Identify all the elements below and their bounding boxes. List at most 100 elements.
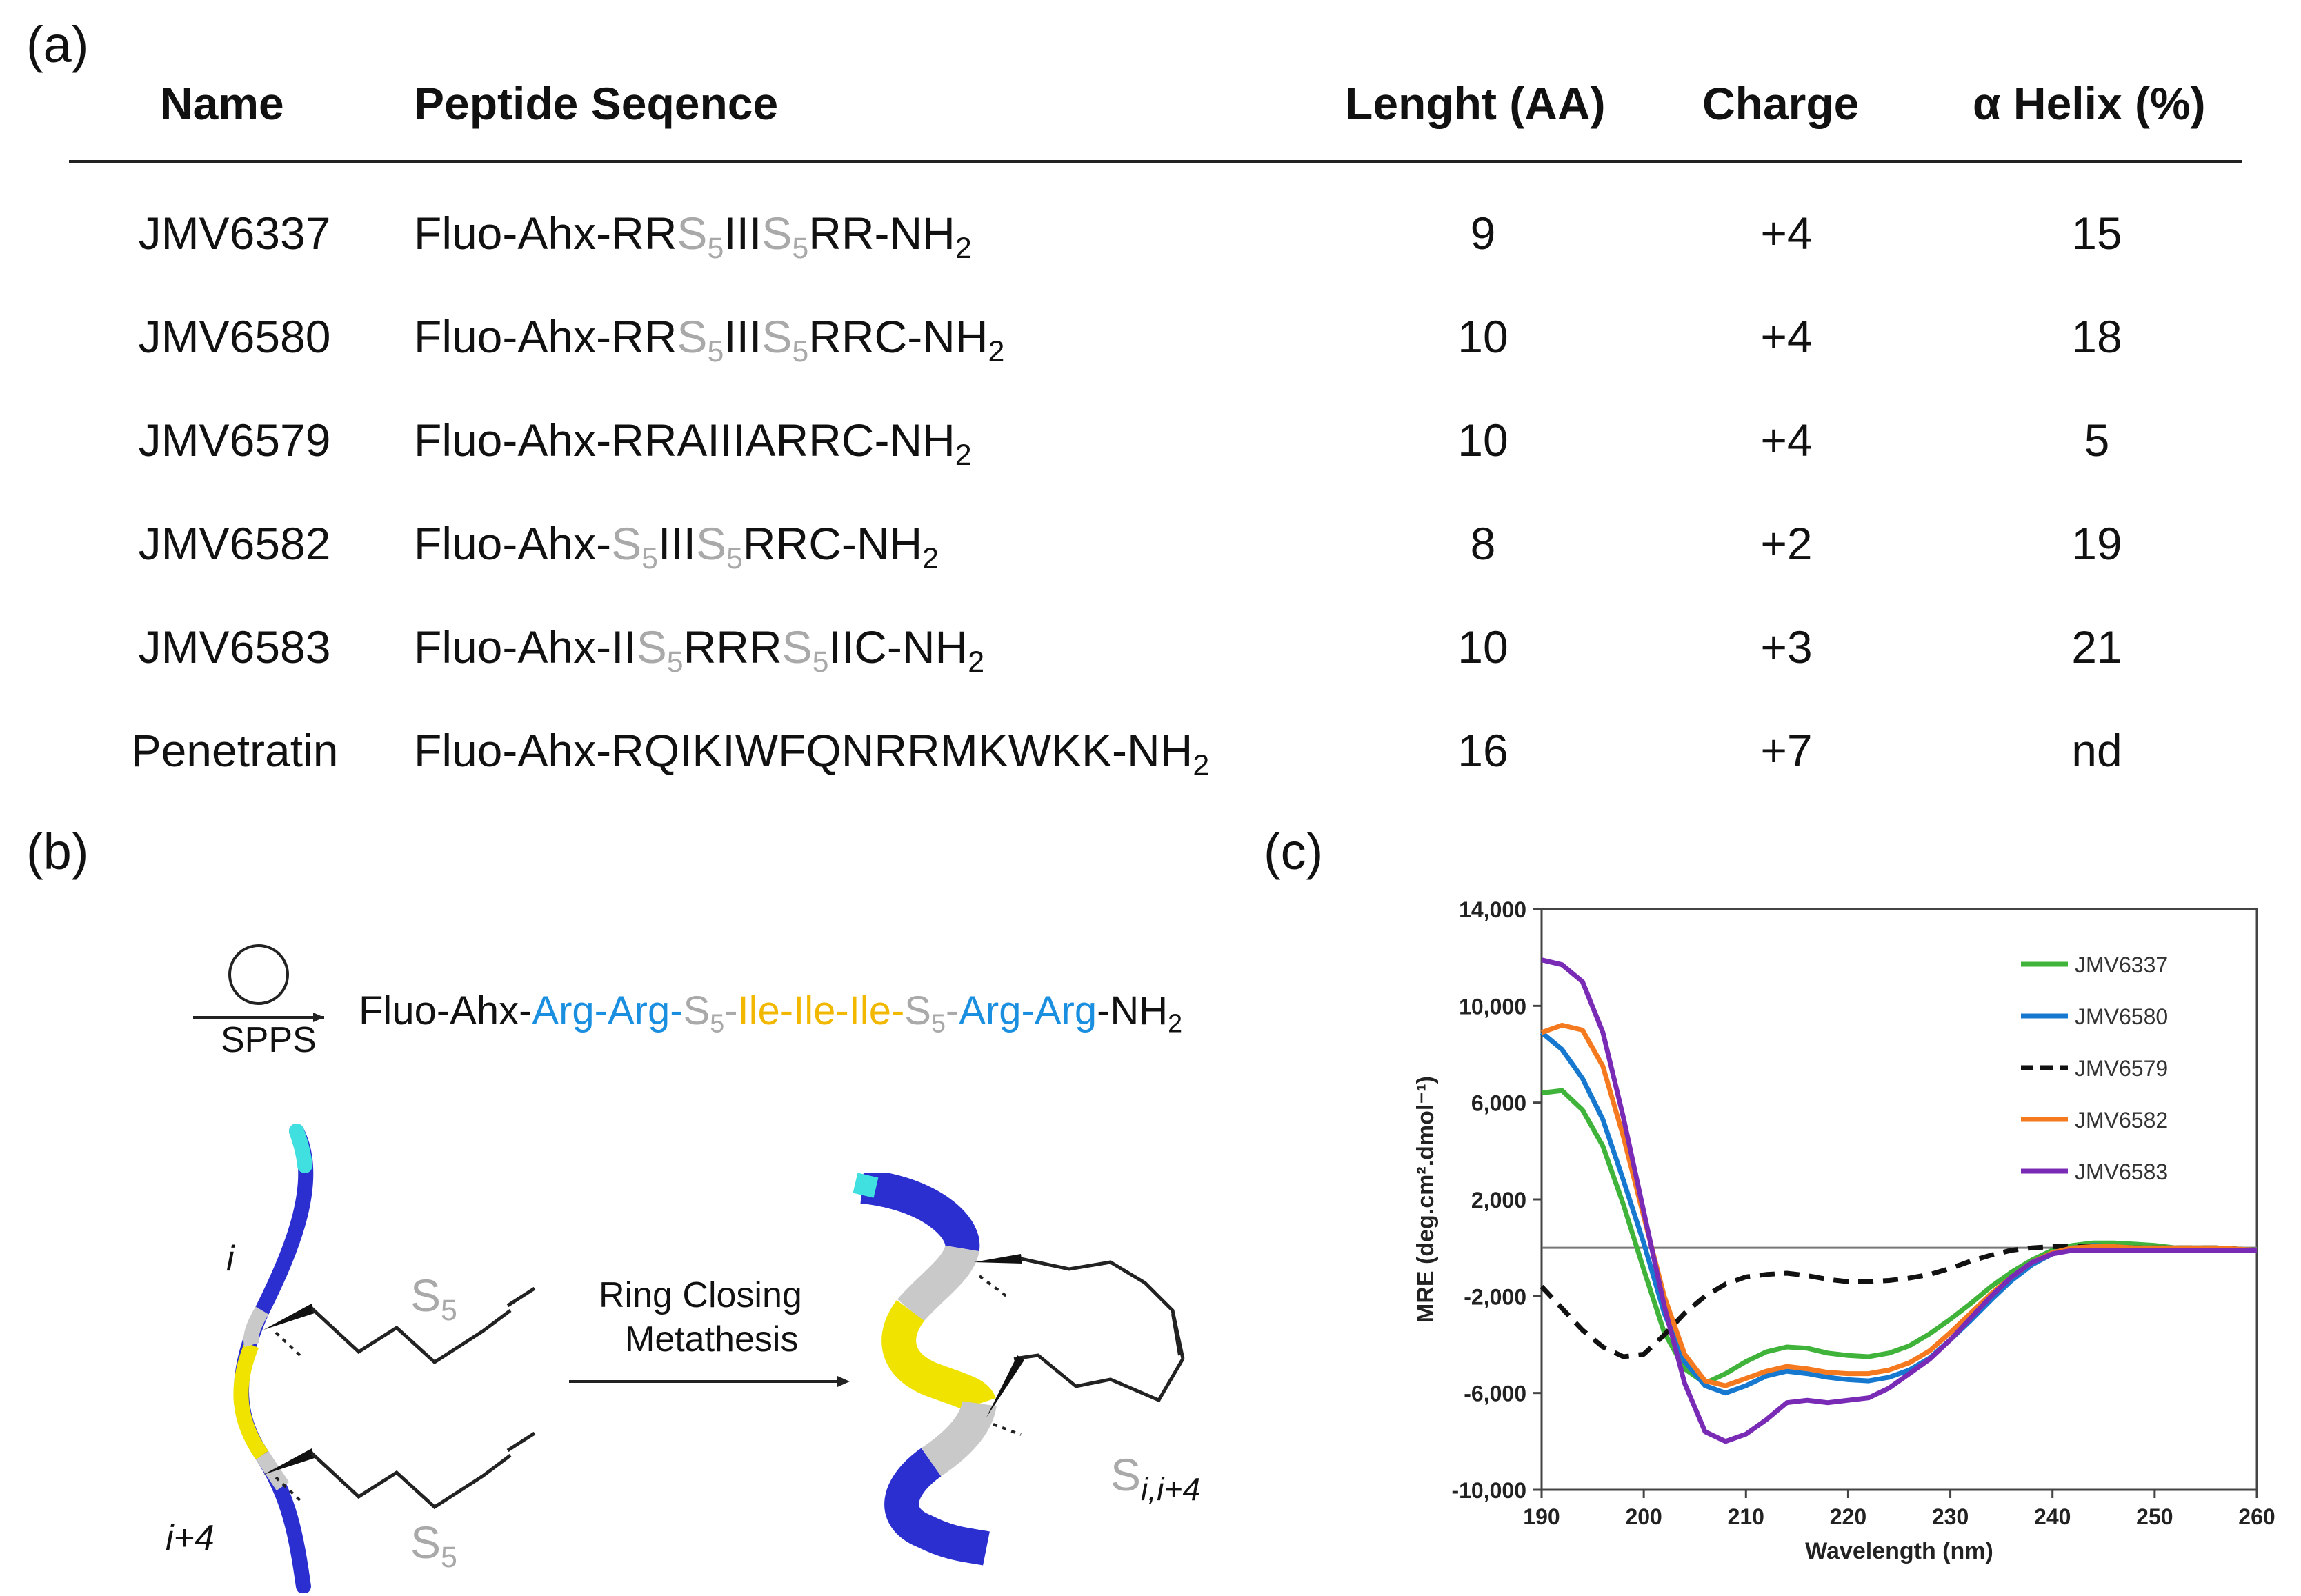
sequence-fragment: S [761,208,793,259]
y-tick-label: 10,000 [1459,994,1526,1019]
row-name: JMV6583 [138,621,331,672]
sequence-fragment: 5 [666,645,684,679]
sequence-fragment: 2 [988,335,1005,368]
x-tick-label: 240 [2034,1504,2071,1529]
row-name: Penetratin [130,725,339,776]
sequence-fragment: RRC-NH [808,311,988,362]
sequence-fragment: IIC-NH [828,621,968,672]
row-charge: +4 [1760,311,1813,362]
sequence-fragment: 5 [726,541,743,575]
row-helix: 5 [2084,415,2110,466]
legend-label: JMV6583 [2075,1159,2168,1184]
sequence-fragment: S [677,208,708,259]
sequence-fragment: 5 [792,231,809,265]
rcm-label-line1: Ring Closing [599,1275,802,1315]
row-name: JMV6580 [138,311,331,362]
label-i: i [226,1239,235,1279]
sequence-fragment: RRC-NH [742,518,923,569]
y-tick-label: 14,000 [1459,897,1526,922]
rcm-arrow [569,1376,850,1387]
sequence-fragment: 2 [955,231,972,265]
row-helix: nd [2071,725,2122,776]
x-tick-label: 210 [1728,1504,1764,1529]
sequence-fragment: 2 [922,541,939,575]
sequence-fragment: 5 [930,1008,946,1038]
sequence-fragment: 5 [707,335,724,368]
sequence-fragment: 5 [710,1008,725,1038]
sequence-fragment: Fluo-Ahx- [414,518,612,569]
cd-spectrum-chart: -10,000 -6,000 -2,000 2,000 6,000 10,000 14,00… [1413,897,2275,1564]
series-line-JMV6580 [1540,1030,2258,1396]
header-length: Lenght (AA) [1345,78,1606,129]
row-helix: 21 [2071,621,2122,672]
x-tick-label: 230 [1932,1504,1969,1529]
header-helix: α Helix (%) [1973,78,2206,129]
sequence-fragment: S [904,988,931,1033]
row-name: JMV6337 [138,208,331,259]
sequence-fragment: III [724,311,762,362]
row-sequence: Fluo-Ahx-IIS5RRRS5IIC-NH2 [414,621,984,679]
series-line-JMV6337 [1541,1088,2258,1386]
header-charge: Charge [1702,78,1860,129]
sequence-fragment: Fluo-Ahx-RR [414,311,677,362]
sequence-fragment: S [695,518,727,569]
row-sequence: Fluo-Ahx-RQIKIWFQNRRMKWKK-NH2 [414,724,1209,783]
sequence-fragment: 5 [641,541,658,575]
x-tick-label: 260 [2238,1504,2275,1529]
panel-b-scheme: SPPS Fluo-Ahx-Arg-Arg-S5-Ile-Ile-Ile-S5-… [0,814,1242,1593]
y-axis-label: MRE (deg.cm².dmol⁻¹) [1413,1076,1439,1323]
sequence-fragment: Fluo-Ahx-RQIKIWFQNRRMKWKK-NH [414,725,1193,776]
row-length: 9 [1470,208,1496,259]
row-length: 10 [1457,621,1508,672]
linear-peptide-drawing [233,1124,536,1593]
sequence-fragment: 5 [792,335,809,368]
y-tick-label: -10,000 [1451,1478,1526,1503]
row-sequence: Fluo-Ahx-RRS5IIIS5RRC-NH2 [414,310,1004,369]
sequence-fragment: 2 [1193,748,1210,782]
row-charge: +4 [1760,415,1813,466]
sequence-fragment: - [945,988,959,1033]
y-tick-label: -2,000 [1464,1284,1526,1309]
sequence-fragment: 2 [955,438,972,472]
sequence-fragment: Fluo-Ahx- [359,988,532,1033]
y-tick-label: 6,000 [1471,1091,1526,1116]
header-name: Name [160,78,284,129]
header-rule [69,160,2242,163]
sequence-fragment: RR-NH [808,208,955,259]
row-charge: +7 [1760,725,1813,776]
sequence-fragment: S [683,988,710,1033]
row-charge: +3 [1760,621,1813,672]
sequence-fragment: Fluo-Ahx-RRAIIIARRC-NH [414,415,955,466]
row-name: JMV6579 [138,415,331,466]
sequence-fragment: S [761,311,793,362]
sequence-fragment: Ile-Ile-Ile- [737,988,905,1033]
stapled-helix-drawing [853,1173,1185,1566]
panel-b-sequence: Fluo-Ahx-Arg-Arg-S5-Ile-Ile-Ile-S5-Arg-A… [359,988,1182,1038]
panel-b-label: (b) [26,823,89,880]
x-tick-label: 200 [1625,1504,1662,1529]
sequence-fragment: 2 [968,645,985,679]
row-length: 8 [1470,518,1496,569]
label-s5-top: S5 [410,1270,457,1327]
sequence-fragment: S [611,518,642,569]
sequence-fragment: 5 [812,645,829,679]
panel-a-label: (a) [26,16,89,73]
sequence-fragment: 2 [1168,1008,1183,1038]
sequence-fragment: S [781,621,813,672]
label-staple: Si,i+4 [1110,1449,1201,1507]
header-sequence: Peptide Seqence [414,78,779,129]
sequence-fragment: 5 [707,231,724,265]
sequence-fragment: - [724,988,738,1033]
sequence-fragment: S [636,621,667,672]
sequence-fragment: III [657,518,696,569]
legend-label: JMV6582 [2075,1108,2168,1133]
sequence-fragment: III [724,208,762,259]
row-charge: +4 [1760,208,1813,259]
panel-c-cd-chart: -10,000 -6,000 -2,000 2,000 6,000 10,000 14,00… [1228,814,2301,1593]
x-axis-label: Wavelength (nm) [1805,1538,1993,1564]
row-sequence: Fluo-Ahx-RRS5IIIS5RR-NH2 [414,207,972,266]
legend-label: JMV6337 [2075,952,2168,977]
row-length: 16 [1457,725,1508,776]
spps-label: SPPS [221,1020,317,1060]
sequence-fragment: -NH [1097,988,1168,1033]
